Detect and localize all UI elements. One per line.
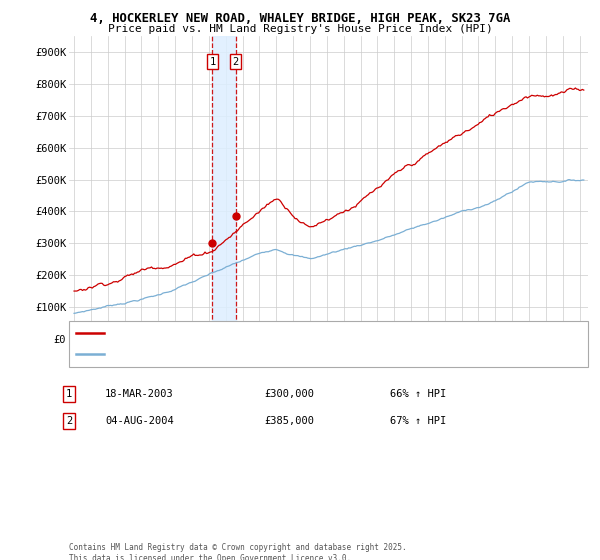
Text: 2: 2 (233, 57, 239, 67)
Text: 4, HOCKERLEY NEW ROAD, WHALEY BRIDGE, HIGH PEAK, SK23 7GA (detached house): 4, HOCKERLEY NEW ROAD, WHALEY BRIDGE, HI… (109, 329, 497, 338)
Text: 67% ↑ HPI: 67% ↑ HPI (390, 416, 446, 426)
Text: Contains HM Land Registry data © Crown copyright and database right 2025.
This d: Contains HM Land Registry data © Crown c… (69, 543, 407, 560)
Text: 18-MAR-2003: 18-MAR-2003 (105, 389, 174, 399)
Text: 1: 1 (66, 389, 72, 399)
Text: 2: 2 (66, 416, 72, 426)
Text: 1: 1 (209, 57, 215, 67)
Text: 66% ↑ HPI: 66% ↑ HPI (390, 389, 446, 399)
Bar (212, 36, 236, 339)
Text: HPI: Average price, detached house, High Peak: HPI: Average price, detached house, High… (109, 350, 345, 359)
Text: 4, HOCKERLEY NEW ROAD, WHALEY BRIDGE, HIGH PEAK, SK23 7GA: 4, HOCKERLEY NEW ROAD, WHALEY BRIDGE, HI… (90, 12, 510, 25)
Text: Price paid vs. HM Land Registry's House Price Index (HPI): Price paid vs. HM Land Registry's House … (107, 24, 493, 34)
Text: 04-AUG-2004: 04-AUG-2004 (105, 416, 174, 426)
Text: £300,000: £300,000 (264, 389, 314, 399)
Text: £385,000: £385,000 (264, 416, 314, 426)
